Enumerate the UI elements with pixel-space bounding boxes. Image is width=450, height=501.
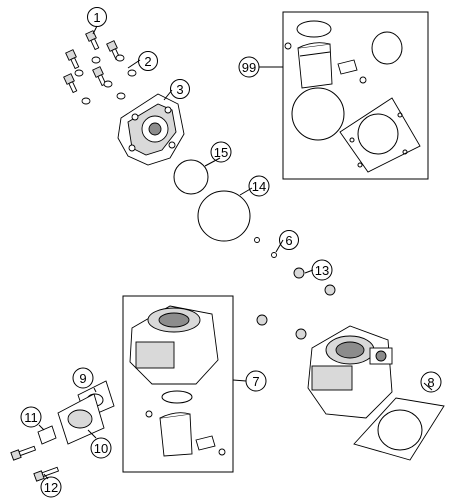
- callout-10: 10: [90, 437, 112, 459]
- callout-label: 13: [315, 263, 329, 278]
- callout-11: 11: [20, 406, 42, 428]
- callout-label: 9: [79, 371, 86, 386]
- callout-99: 99: [238, 56, 260, 78]
- flange-clip: [37, 425, 57, 445]
- cylinder-kit-box: [122, 295, 234, 473]
- nuts: [256, 267, 336, 340]
- callout-label: 7: [252, 374, 259, 389]
- callout-label: 1: [93, 10, 100, 25]
- piston-kit-parts: [284, 20, 421, 173]
- cylinder-kit-parts: [129, 305, 226, 457]
- callout-3: 3: [170, 79, 190, 99]
- callout-9: 9: [72, 367, 94, 389]
- callout-label: 12: [44, 480, 58, 495]
- callout-8: 8: [420, 371, 442, 393]
- cylinder-assembly: [307, 325, 393, 419]
- callout-13: 13: [311, 259, 333, 281]
- o-ring-15: [173, 159, 209, 195]
- callout-2: 2: [138, 51, 158, 71]
- callout-15: 15: [210, 141, 232, 163]
- dowel-pins: [254, 237, 277, 258]
- cylinder-base-gasket: [353, 397, 445, 461]
- callout-12: 12: [40, 476, 62, 498]
- callout-label: 11: [24, 410, 38, 425]
- piston-kit-box: [282, 11, 429, 180]
- exhaust-flange: [57, 393, 105, 445]
- callout-label: 15: [214, 145, 228, 160]
- callout-label: 8: [427, 375, 434, 390]
- head-bolts: [63, 30, 121, 94]
- callout-1: 1: [87, 7, 107, 27]
- callout-label: 10: [94, 441, 108, 456]
- callout-label: 6: [285, 233, 292, 248]
- cylinder-head: [117, 93, 185, 166]
- o-ring-14: [197, 190, 251, 242]
- callout-label: 2: [144, 54, 151, 69]
- flange-bolts: [10, 445, 60, 482]
- callout-6: 6: [279, 230, 299, 250]
- callout-label: 99: [242, 60, 256, 75]
- head-washers: [74, 54, 137, 105]
- callout-label: 3: [176, 82, 183, 97]
- callout-label: 14: [252, 179, 266, 194]
- callout-7: 7: [245, 370, 267, 392]
- callout-14: 14: [248, 175, 270, 197]
